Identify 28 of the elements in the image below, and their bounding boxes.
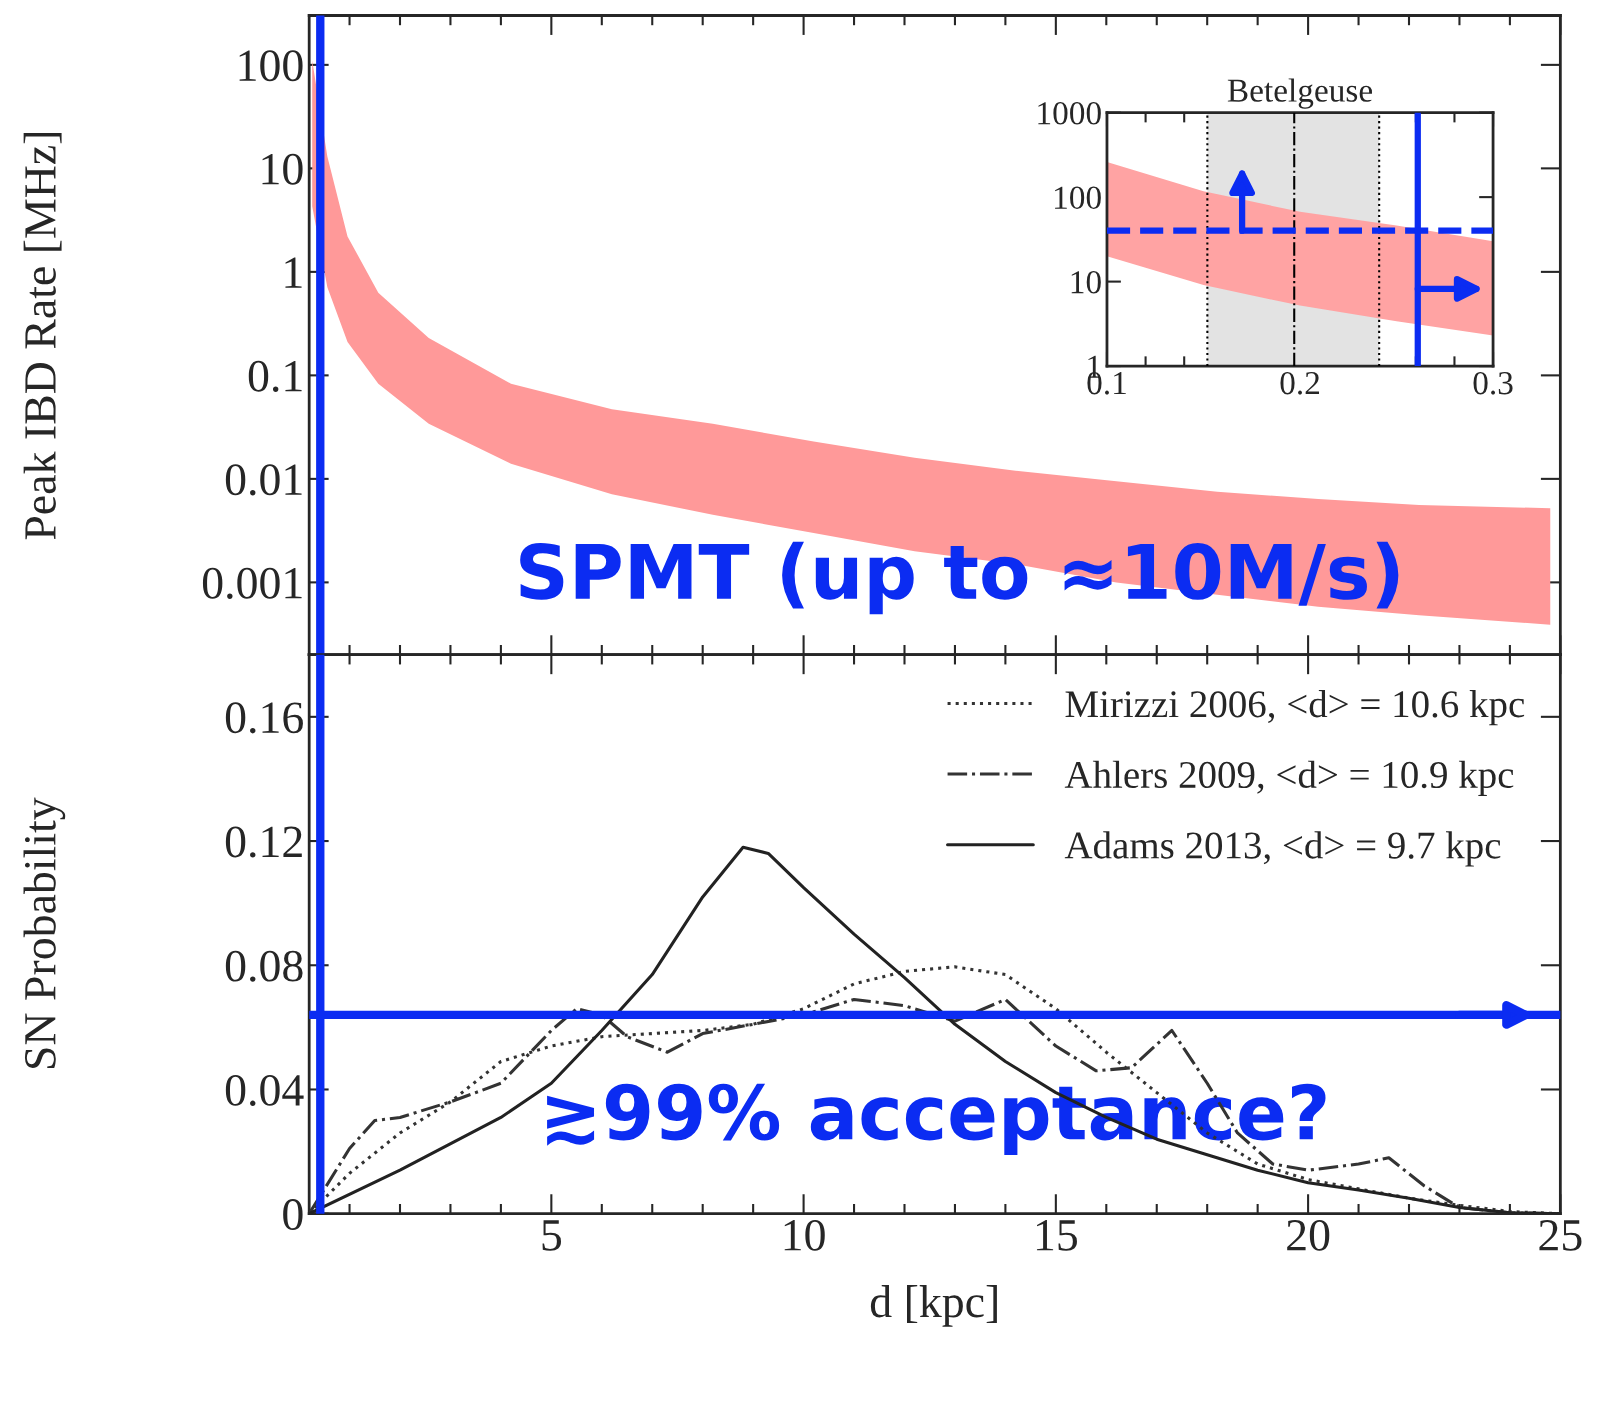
x-axis-title: d [kpc] [870,1285,997,1327]
legend-label: Mirizzi 2006, <d> = 10.6 kpc [1065,690,1525,726]
y-axis-title: Peak IBD Rate [MHz] [23,132,62,540]
x-tick-label: 25 [1539,1220,1582,1251]
y-tick-label: 10 [262,153,303,185]
x-tick-label: 20 [1287,1219,1330,1251]
y-tick-label: 1 [285,257,302,288]
x-tick-label: 0.3 [1473,371,1513,395]
y-axis-title: SN Probability [23,797,66,1069]
y-tick-label: 10 [1071,271,1101,294]
y-tick-label: 1000 [1038,102,1101,125]
x-tick-label: 5 [542,1220,562,1251]
annotation: SPMT (up to ≈10M/s) [520,541,1399,615]
y-tick-label: 0.04 [225,1074,304,1107]
legend-label: Ahlers 2009, <d> = 10.9 kpc [1064,760,1514,796]
y-tick-label: 0 [283,1199,303,1231]
y-tick-label: 0.12 [225,826,302,858]
legend-label: Adams 2013, <d> = 9.7 kpc [1064,831,1501,867]
y-tick-label: 0.01 [225,464,302,496]
y-tick-label: 100 [1055,186,1101,210]
y-tick-label: 0.08 [225,950,303,982]
x-tick-label: 15 [1036,1220,1077,1251]
x-tick-label: 10 [784,1219,825,1251]
y-tick-label: 0.001 [202,567,302,599]
x-tick-label: 0.2 [1280,371,1320,395]
chart-title: Betelgeuse [1227,78,1372,109]
y-tick-label: 100 [239,50,303,82]
y-tick-label: 0.16 [225,702,303,734]
